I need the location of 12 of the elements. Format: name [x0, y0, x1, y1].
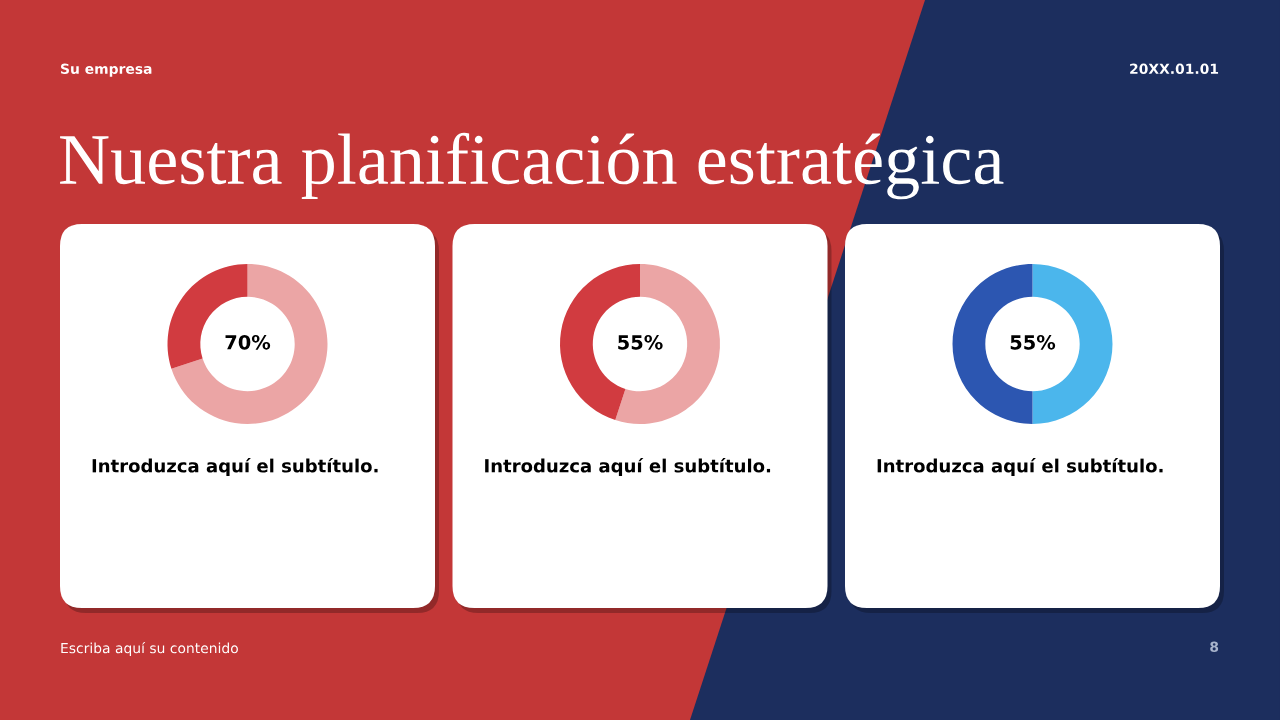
text: Introduzca aquí el subtítulo.	[485, 457, 771, 477]
text: 55%	[1010, 334, 1056, 350]
text: Escriba aquí su contenido	[61, 642, 238, 656]
text: Introduzca aquí el subtítulo.	[877, 457, 1163, 477]
text: Su empresa	[61, 63, 152, 77]
text: 70%	[225, 334, 271, 350]
donut-slice	[615, 264, 720, 424]
text: 8	[1210, 641, 1219, 653]
text: 55%	[618, 334, 663, 350]
text: Introduzca aquí el subtítulo.	[92, 457, 378, 477]
donut-slice	[171, 264, 328, 424]
text: 20XX.01.01	[1130, 63, 1219, 75]
